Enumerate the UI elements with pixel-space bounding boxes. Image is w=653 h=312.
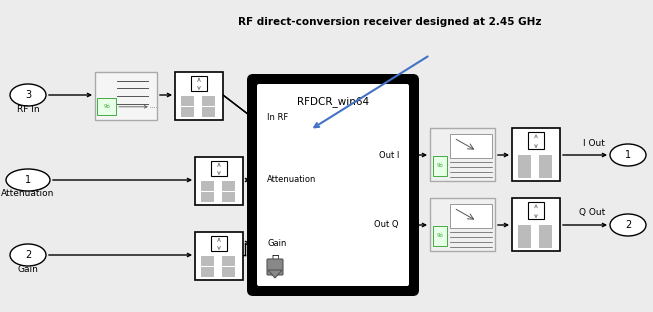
- Bar: [518, 154, 531, 160]
- Bar: [518, 242, 531, 248]
- Bar: [222, 186, 235, 191]
- Bar: [512, 198, 560, 251]
- Text: RFDCR_win64: RFDCR_win64: [297, 96, 369, 107]
- Bar: [449, 134, 492, 158]
- Bar: [200, 267, 214, 272]
- Bar: [202, 101, 215, 106]
- Text: RF In: RF In: [17, 105, 39, 114]
- Bar: [200, 272, 214, 277]
- Bar: [512, 128, 560, 181]
- FancyBboxPatch shape: [247, 74, 419, 296]
- Text: ⛉: ⛉: [271, 253, 279, 266]
- Text: I Out: I Out: [583, 139, 605, 148]
- Text: 2: 2: [25, 250, 31, 260]
- Bar: [430, 128, 495, 181]
- Bar: [175, 72, 223, 120]
- Bar: [200, 261, 214, 266]
- Bar: [202, 96, 215, 101]
- Bar: [518, 225, 531, 230]
- Bar: [200, 256, 214, 261]
- Bar: [181, 107, 194, 112]
- Ellipse shape: [10, 84, 46, 106]
- Bar: [222, 192, 235, 197]
- Bar: [95, 72, 157, 120]
- Bar: [518, 236, 531, 242]
- Text: 9ó: 9ó: [103, 104, 110, 109]
- Bar: [432, 226, 447, 246]
- Text: In RF: In RF: [267, 114, 288, 123]
- Ellipse shape: [10, 244, 46, 266]
- Text: Out Q: Out Q: [375, 221, 399, 230]
- Ellipse shape: [610, 214, 646, 236]
- Bar: [222, 272, 235, 277]
- FancyBboxPatch shape: [257, 84, 409, 286]
- Bar: [432, 156, 447, 176]
- Bar: [211, 161, 227, 176]
- Bar: [539, 154, 552, 160]
- Bar: [449, 204, 492, 228]
- Bar: [200, 192, 214, 197]
- Bar: [222, 267, 235, 272]
- Bar: [200, 197, 214, 202]
- Bar: [539, 160, 552, 166]
- Bar: [222, 256, 235, 261]
- Bar: [97, 98, 116, 115]
- FancyBboxPatch shape: [267, 259, 283, 275]
- Bar: [202, 107, 215, 112]
- Bar: [539, 173, 552, 178]
- Bar: [191, 76, 208, 91]
- Bar: [181, 101, 194, 106]
- Ellipse shape: [6, 169, 50, 191]
- Bar: [539, 225, 552, 230]
- Text: 2: 2: [625, 220, 631, 230]
- Ellipse shape: [610, 144, 646, 166]
- Text: 1: 1: [25, 175, 31, 185]
- Bar: [211, 236, 227, 251]
- Bar: [539, 242, 552, 248]
- Polygon shape: [268, 270, 282, 278]
- Bar: [518, 173, 531, 178]
- Text: Attenuation: Attenuation: [267, 175, 316, 184]
- Text: 9ó: 9ó: [436, 163, 443, 168]
- Text: 9ó: 9ó: [436, 233, 443, 238]
- Text: Attenuation: Attenuation: [1, 189, 55, 198]
- Text: Q Out: Q Out: [579, 208, 605, 217]
- Bar: [195, 157, 243, 205]
- Bar: [518, 160, 531, 166]
- Bar: [222, 261, 235, 266]
- Text: Out I: Out I: [379, 150, 399, 159]
- Bar: [528, 202, 545, 219]
- Bar: [222, 197, 235, 202]
- Bar: [518, 166, 531, 172]
- Bar: [195, 232, 243, 280]
- Bar: [539, 236, 552, 242]
- Bar: [430, 198, 495, 251]
- Bar: [539, 231, 552, 236]
- Text: 1: 1: [625, 150, 631, 160]
- Text: Gain: Gain: [267, 238, 287, 247]
- Bar: [518, 231, 531, 236]
- Bar: [200, 186, 214, 191]
- Text: Gain: Gain: [18, 265, 39, 274]
- Text: 3: 3: [25, 90, 31, 100]
- Bar: [181, 112, 194, 117]
- Bar: [528, 132, 545, 149]
- Bar: [222, 181, 235, 186]
- Bar: [539, 166, 552, 172]
- Bar: [202, 112, 215, 117]
- Bar: [200, 181, 214, 186]
- Text: RF direct-conversion receiver designed at 2.45 GHz: RF direct-conversion receiver designed a…: [238, 17, 542, 27]
- Bar: [181, 96, 194, 101]
